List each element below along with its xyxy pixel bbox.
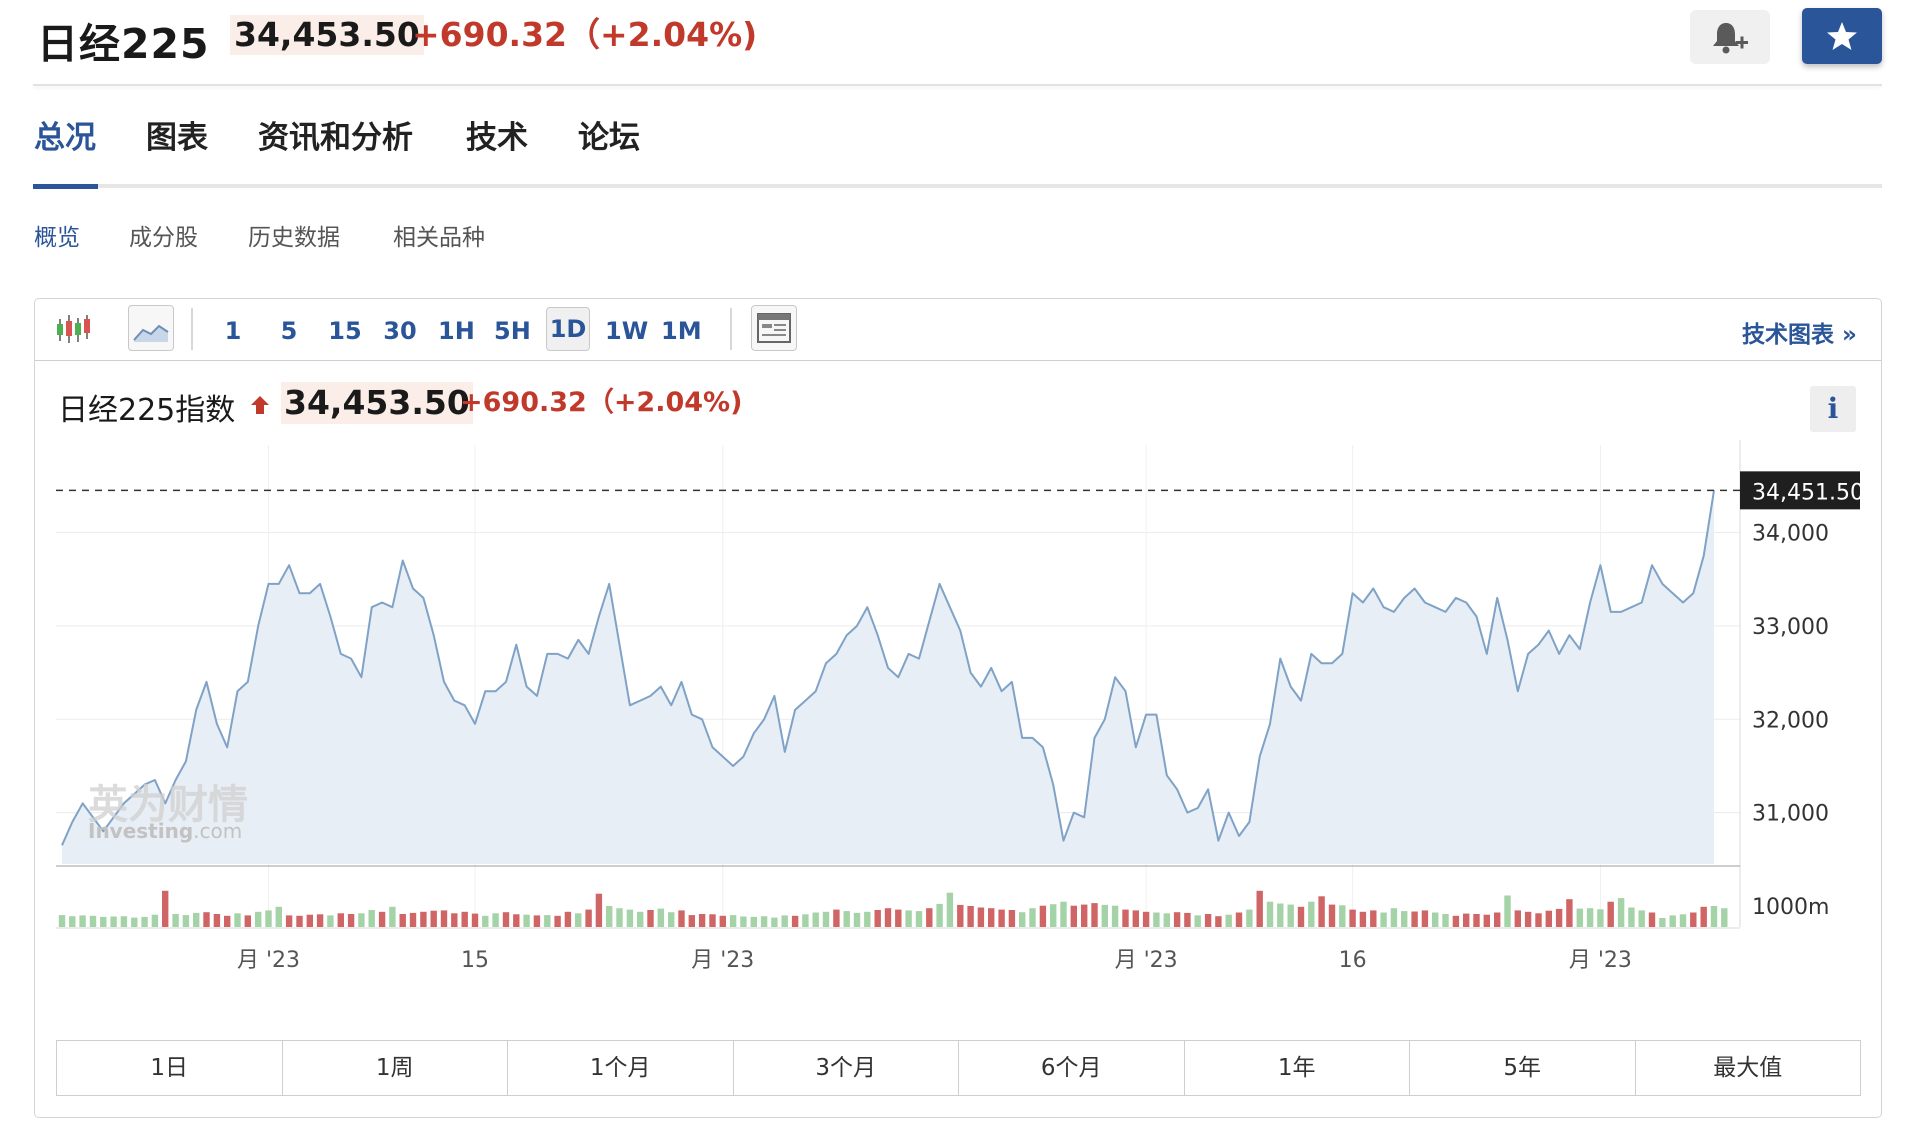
subtab-historical-data[interactable]: 历史数据 xyxy=(248,225,340,251)
timeframe-1h[interactable]: 1H xyxy=(438,317,475,345)
chart-panel xyxy=(34,298,1882,1118)
chart-change: +690.32（+2.04%) xyxy=(460,387,743,418)
timeframe-5[interactable]: 5 xyxy=(280,317,298,345)
active-tab-indicator xyxy=(33,184,98,189)
bell-plus-icon xyxy=(1713,23,1748,54)
range-1w[interactable]: 1周 xyxy=(283,1041,508,1095)
tab-forum[interactable]: 论坛 xyxy=(578,120,640,156)
create-alert-button[interactable] xyxy=(1690,10,1770,64)
range-max[interactable]: 最大值 xyxy=(1713,1055,1783,1081)
timeframe-1[interactable]: 1 xyxy=(224,317,242,345)
timeframe-1m[interactable]: 1M xyxy=(661,317,702,345)
tab-technical[interactable]: 技术 xyxy=(466,120,528,156)
toolbar-separator xyxy=(191,308,193,350)
range-1d[interactable]: 1日 xyxy=(57,1041,283,1095)
subtab-summary[interactable]: 概览 xyxy=(34,225,80,251)
instrument-price: 34,453.50 xyxy=(230,15,424,55)
instrument-change: +690.32（+2.04%) xyxy=(412,15,758,54)
arrow-up-icon xyxy=(251,396,269,414)
instrument-title: 日经225 xyxy=(37,20,210,68)
timeframe-15[interactable]: 15 xyxy=(328,317,362,345)
tab-overview[interactable]: 总况 xyxy=(34,120,96,156)
layout-icon xyxy=(757,313,791,343)
area-chart-button[interactable] xyxy=(128,305,174,351)
timeframe-5h[interactable]: 5H xyxy=(494,317,531,345)
info-button[interactable]: i xyxy=(1810,386,1856,432)
area-chart-icon xyxy=(133,324,169,342)
candlestick-chart-button[interactable] xyxy=(54,309,94,349)
header-divider xyxy=(33,84,1882,86)
range-selector: 1日 1周 1个月 3个月 6个月 1年 5年 最大值 xyxy=(56,1040,1861,1096)
toolbar-separator xyxy=(730,308,732,350)
subtab-related[interactable]: 相关品种 xyxy=(393,225,485,251)
chart-price: 34,453.50 xyxy=(281,382,473,424)
candlestick-icon xyxy=(57,315,90,343)
chart-instrument-name: 日经225指数 xyxy=(58,393,236,428)
timeframe-1w[interactable]: 1W xyxy=(605,317,649,345)
tabs-rule xyxy=(33,184,1882,188)
tab-news-analysis[interactable]: 资讯和分析 xyxy=(258,120,413,156)
technical-chart-link[interactable]: 技术图表 » xyxy=(1742,322,1857,348)
star-icon xyxy=(1827,22,1857,50)
range-1m[interactable]: 1个月 xyxy=(508,1041,734,1095)
toolbar-divider xyxy=(35,360,1881,361)
range-5y[interactable]: 5年 xyxy=(1410,1041,1636,1095)
layout-button[interactable] xyxy=(751,305,797,351)
timeframe-1d[interactable]: 1D xyxy=(546,307,590,351)
timeframe-30[interactable]: 30 xyxy=(383,317,417,345)
range-3m[interactable]: 3个月 xyxy=(734,1041,959,1095)
add-to-watchlist-button[interactable] xyxy=(1802,8,1882,64)
range-1y[interactable]: 1年 xyxy=(1185,1041,1410,1095)
subtab-components[interactable]: 成分股 xyxy=(129,225,198,251)
range-6m[interactable]: 6个月 xyxy=(959,1041,1185,1095)
tab-chart[interactable]: 图表 xyxy=(146,120,208,156)
